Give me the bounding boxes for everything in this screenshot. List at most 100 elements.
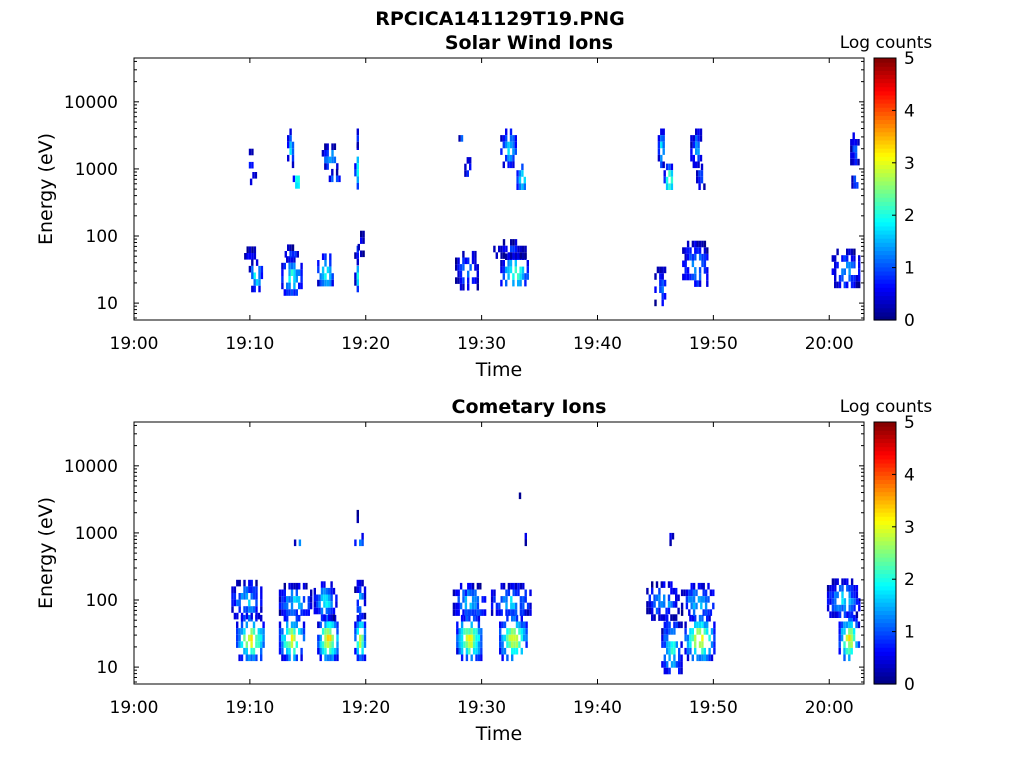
data-cell: [663, 621, 666, 629]
data-cell: [660, 141, 663, 149]
data-cell: [516, 176, 519, 184]
data-cell: [658, 614, 661, 621]
data-cell: [513, 641, 516, 648]
data-cell: [517, 279, 520, 287]
data-cell: [260, 593, 263, 600]
data-cell: [459, 582, 463, 590]
data-cell: [694, 253, 697, 261]
data-cell: [515, 621, 519, 629]
data-cell: [302, 628, 306, 635]
data-cell: [286, 614, 289, 622]
data-cell: [356, 509, 359, 517]
data-cell: [324, 634, 327, 642]
data-cell: [843, 255, 846, 262]
colorbar-segment: [874, 548, 896, 554]
data-cell: [458, 641, 461, 648]
colorbar-segment: [874, 131, 896, 137]
data-cell: [502, 596, 506, 603]
data-cell: [320, 587, 324, 595]
data-cell: [646, 601, 649, 608]
colorbar-segment: [874, 197, 896, 202]
data-cell: [696, 247, 699, 254]
data-cell: [831, 591, 835, 599]
data-cell: [512, 602, 515, 610]
data-cell: [510, 596, 513, 603]
data-cell: [356, 169, 359, 177]
data-cell: [330, 607, 333, 615]
data-cell: [240, 654, 244, 662]
data-cell: [857, 139, 860, 146]
colorbar-segment: [874, 160, 896, 166]
data-cell: [288, 654, 291, 662]
data-cell: [283, 634, 286, 642]
colorbar-tick-label: 0: [904, 311, 915, 331]
colorbar-segment: [874, 164, 896, 170]
data-cell: [684, 253, 687, 261]
data-cell: [291, 148, 295, 155]
data-cell: [290, 596, 294, 603]
data-cell: [498, 609, 501, 616]
data-cell: [469, 609, 472, 616]
data-cell: [356, 176, 359, 183]
data-cell: [295, 589, 298, 597]
y-tick-label: 1000: [75, 160, 118, 180]
data-cells: [244, 128, 861, 307]
data-cell: [670, 176, 674, 184]
data-cell: [850, 261, 854, 269]
data-cell: [324, 654, 327, 662]
spectrogram-panel: 19:00 19:10 19:20 19:30 19:40 19:50 20:0010100…: [35, 32, 932, 381]
data-cell: [521, 170, 524, 177]
colorbar-segment: [874, 614, 896, 620]
data-cell: [841, 585, 844, 592]
data-cell: [838, 628, 841, 635]
data-cell: [320, 614, 324, 621]
data-cell: [474, 596, 477, 603]
data-cell: [300, 602, 303, 610]
data-cell: [245, 606, 249, 613]
data-cell: [698, 247, 702, 254]
data-cell: [667, 601, 671, 608]
data-cell: [354, 634, 357, 642]
data-cell: [709, 609, 713, 616]
data-cell: [295, 269, 298, 276]
data-cell: [326, 163, 329, 170]
data-cell: [499, 621, 502, 629]
data-cell: [293, 262, 296, 270]
colorbar-segment: [874, 507, 896, 513]
data-cell: [850, 598, 854, 605]
data-cell: [324, 260, 327, 267]
data-cell: [288, 609, 291, 616]
colorbar-tick-label: 5: [904, 49, 915, 69]
data-cell: [260, 654, 263, 662]
data-cell: [853, 175, 857, 183]
data-cell: [685, 589, 689, 597]
data-cell: [670, 661, 674, 668]
data-cell: [692, 141, 695, 149]
data-cell: [701, 240, 704, 248]
colorbar-segment: [874, 168, 896, 174]
data-cell: [518, 492, 522, 500]
data-cell: [518, 621, 521, 629]
colorbar-segment: [874, 565, 896, 570]
data-cell: [694, 273, 697, 281]
data-cell: [251, 148, 254, 156]
colorbar-segment: [874, 643, 896, 648]
data-cell: [500, 260, 503, 267]
data-cell: [328, 607, 331, 615]
data-cell: [858, 261, 861, 269]
data-cell: [514, 582, 518, 590]
data-cell: [324, 253, 327, 260]
data-cell: [692, 609, 696, 616]
data-cell: [251, 285, 254, 293]
data-cell: [667, 607, 671, 615]
data-cell: [455, 602, 458, 610]
data-cell: [258, 272, 261, 280]
data-cell: [525, 621, 528, 629]
data-cell: [654, 273, 657, 280]
data-cell: [853, 591, 856, 599]
data-cell: [853, 261, 856, 269]
data-cell: [843, 654, 846, 662]
data-cell: [361, 641, 364, 648]
data-cell: [831, 255, 834, 262]
